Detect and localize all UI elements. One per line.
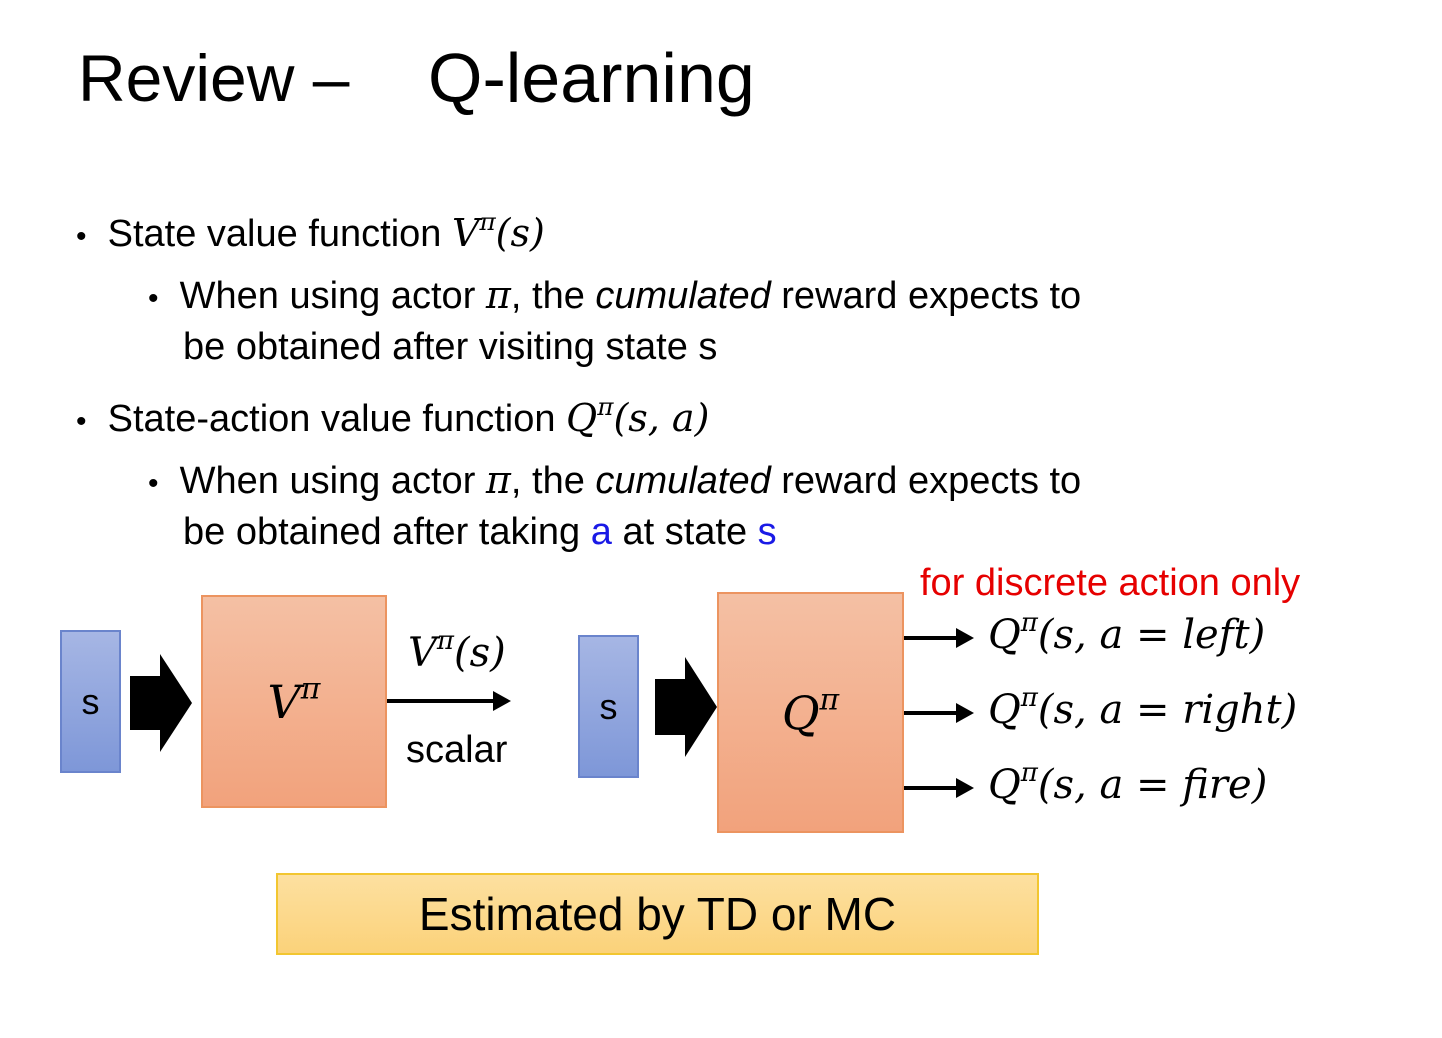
output-arrow [387,691,511,711]
q-network-box: Qπ [717,592,904,833]
v-network-box: Vπ [201,595,387,808]
title-prefix: Review – [78,41,350,115]
bullet-dot: • [76,220,87,253]
math-q-pi-sa: Qπ(s, a) [566,391,710,440]
bullet-text: State value function [107,213,452,255]
block-arrow-icon [130,654,192,752]
state-box-v: s [60,630,121,773]
q-output-left: Qπ(s, a = left) [988,608,1266,658]
block-arrow-icon [655,657,717,757]
v-output-label: Vπ(s) [408,626,506,676]
estimation-box: Estimated by TD or MC [276,873,1039,955]
bullet-2: • State-action value function Qπ(s, a) [76,391,710,440]
discrete-note: for discrete action only [920,562,1301,604]
q-output-right: Qπ(s, a = right) [988,683,1298,733]
scalar-label: scalar [406,729,508,771]
q-output-fire: Qπ(s, a = fire) [988,758,1268,808]
output-arrow-left [904,628,974,648]
sub-bullet-1: • When using actor π, the cumulated rewa… [148,273,1082,317]
output-arrow-fire [904,778,974,798]
sub-bullet-2-line2: be obtained after taking a at state s [183,511,777,553]
output-arrow-right [904,703,974,723]
sub-bullet-1-line2: be obtained after visiting state s [183,326,718,368]
bullet-1: • State value function Vπ(s) [76,206,545,260]
math-v-pi-s: Vπ(s) [451,206,545,255]
state-box-q: s [578,635,639,778]
title-main: Q-learning [428,39,755,117]
sub-bullet-2: • When using actor π, the cumulated rewa… [148,458,1082,502]
